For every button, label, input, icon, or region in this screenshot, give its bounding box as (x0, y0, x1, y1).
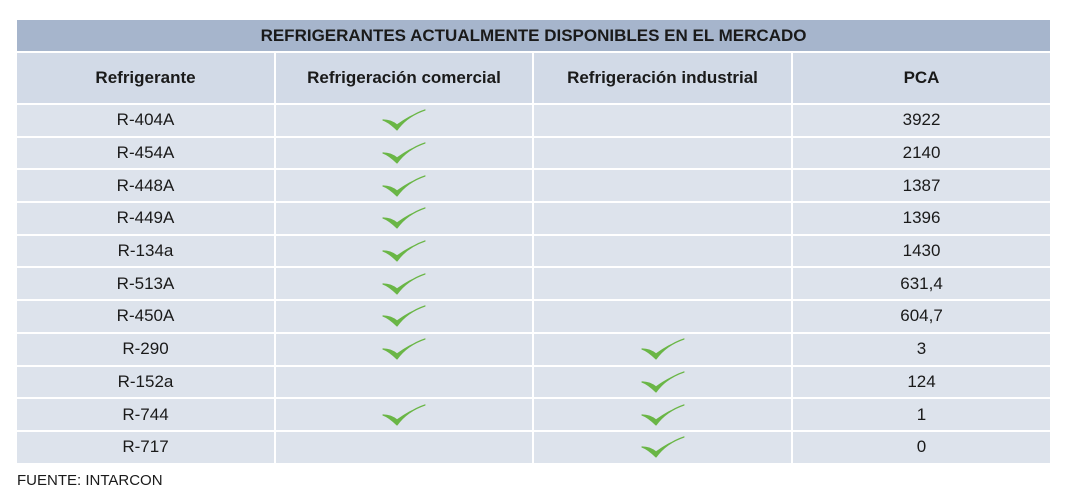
commercial-cell (275, 398, 534, 432)
refrigerants-table: REFRIGERANTES ACTUALMENTE DISPONIBLES EN… (17, 20, 1051, 463)
refrigerant-name: R-449A (17, 202, 276, 236)
table-row: R-513A 631,4 (17, 267, 1051, 302)
commercial-cell (275, 365, 534, 400)
refrigerant-name: R-717 (17, 430, 276, 463)
refrigerant-name: R-454A (17, 136, 276, 171)
checkmark-icon (640, 403, 686, 427)
industrial-cell (533, 169, 793, 204)
industrial-cell (533, 136, 793, 171)
refrigerant-name: R-152a (17, 365, 276, 400)
industrial-cell (533, 332, 793, 367)
header-industrial: Refrigeración industrial (533, 52, 793, 105)
checkmark-icon (381, 272, 427, 296)
refrigerant-name: R-450A (17, 300, 276, 334)
table-row: R-454A 2140 (17, 136, 1051, 171)
table-header-row: Refrigerante Refrigeración comercial Ref… (17, 52, 1051, 105)
refrigerant-name: R-134a (17, 234, 276, 269)
refrigerant-name: R-404A (17, 104, 276, 138)
table-title: REFRIGERANTES ACTUALMENTE DISPONIBLES EN… (17, 20, 1051, 53)
source-note: FUENTE: INTARCON (17, 472, 163, 489)
commercial-cell (275, 300, 534, 334)
table-body: R-404A 3922 R-454A 2140 R-448A 1387 R-449A 1396… (17, 104, 1051, 463)
header-commercial: Refrigeración comercial (275, 52, 534, 105)
checkmark-icon (381, 141, 427, 165)
industrial-cell (533, 234, 793, 269)
checkmark-icon (381, 403, 427, 427)
checkmark-icon (381, 206, 427, 230)
pca-value: 1 (792, 398, 1051, 432)
checkmark-icon (381, 304, 427, 328)
table-row: R-450A 604,7 (17, 300, 1051, 334)
checkmark-icon (381, 174, 427, 198)
checkmark-icon (640, 370, 686, 394)
pca-value: 2140 (792, 136, 1051, 171)
industrial-cell (533, 300, 793, 334)
industrial-cell (533, 365, 793, 400)
table-row: R-404A 3922 (17, 104, 1051, 138)
table-row: R-152a 124 (17, 365, 1051, 400)
refrigerant-name: R-513A (17, 267, 276, 302)
table-row: R-134a 1430 (17, 234, 1051, 269)
checkmark-icon (381, 239, 427, 263)
commercial-cell (275, 104, 534, 138)
pca-value: 631,4 (792, 267, 1051, 302)
industrial-cell (533, 104, 793, 138)
commercial-cell (275, 234, 534, 269)
checkmark-icon (381, 108, 427, 132)
commercial-cell (275, 332, 534, 367)
checkmark-icon (640, 337, 686, 361)
header-pca: PCA (792, 52, 1051, 105)
table-row: R-744 1 (17, 398, 1051, 432)
commercial-cell (275, 136, 534, 171)
commercial-cell (275, 202, 534, 236)
table-row: R-290 3 (17, 332, 1051, 367)
checkmark-icon (640, 435, 686, 459)
industrial-cell (533, 430, 793, 463)
pca-value: 3922 (792, 104, 1051, 138)
table-title-row: REFRIGERANTES ACTUALMENTE DISPONIBLES EN… (17, 20, 1051, 53)
checkmark-icon (381, 337, 427, 361)
refrigerant-name: R-744 (17, 398, 276, 432)
commercial-cell (275, 169, 534, 204)
industrial-cell (533, 267, 793, 302)
table-row: R-717 0 (17, 430, 1051, 463)
industrial-cell (533, 398, 793, 432)
pca-value: 1430 (792, 234, 1051, 269)
refrigerant-name: R-290 (17, 332, 276, 367)
header-refrigerant: Refrigerante (17, 52, 276, 105)
refrigerants-table-container: REFRIGERANTES ACTUALMENTE DISPONIBLES EN… (17, 20, 1051, 463)
pca-value: 604,7 (792, 300, 1051, 334)
table-row: R-449A 1396 (17, 202, 1051, 236)
industrial-cell (533, 202, 793, 236)
commercial-cell (275, 430, 534, 463)
pca-value: 124 (792, 365, 1051, 400)
refrigerant-name: R-448A (17, 169, 276, 204)
pca-value: 1387 (792, 169, 1051, 204)
pca-value: 1396 (792, 202, 1051, 236)
pca-value: 0 (792, 430, 1051, 463)
commercial-cell (275, 267, 534, 302)
table-row: R-448A 1387 (17, 169, 1051, 204)
pca-value: 3 (792, 332, 1051, 367)
